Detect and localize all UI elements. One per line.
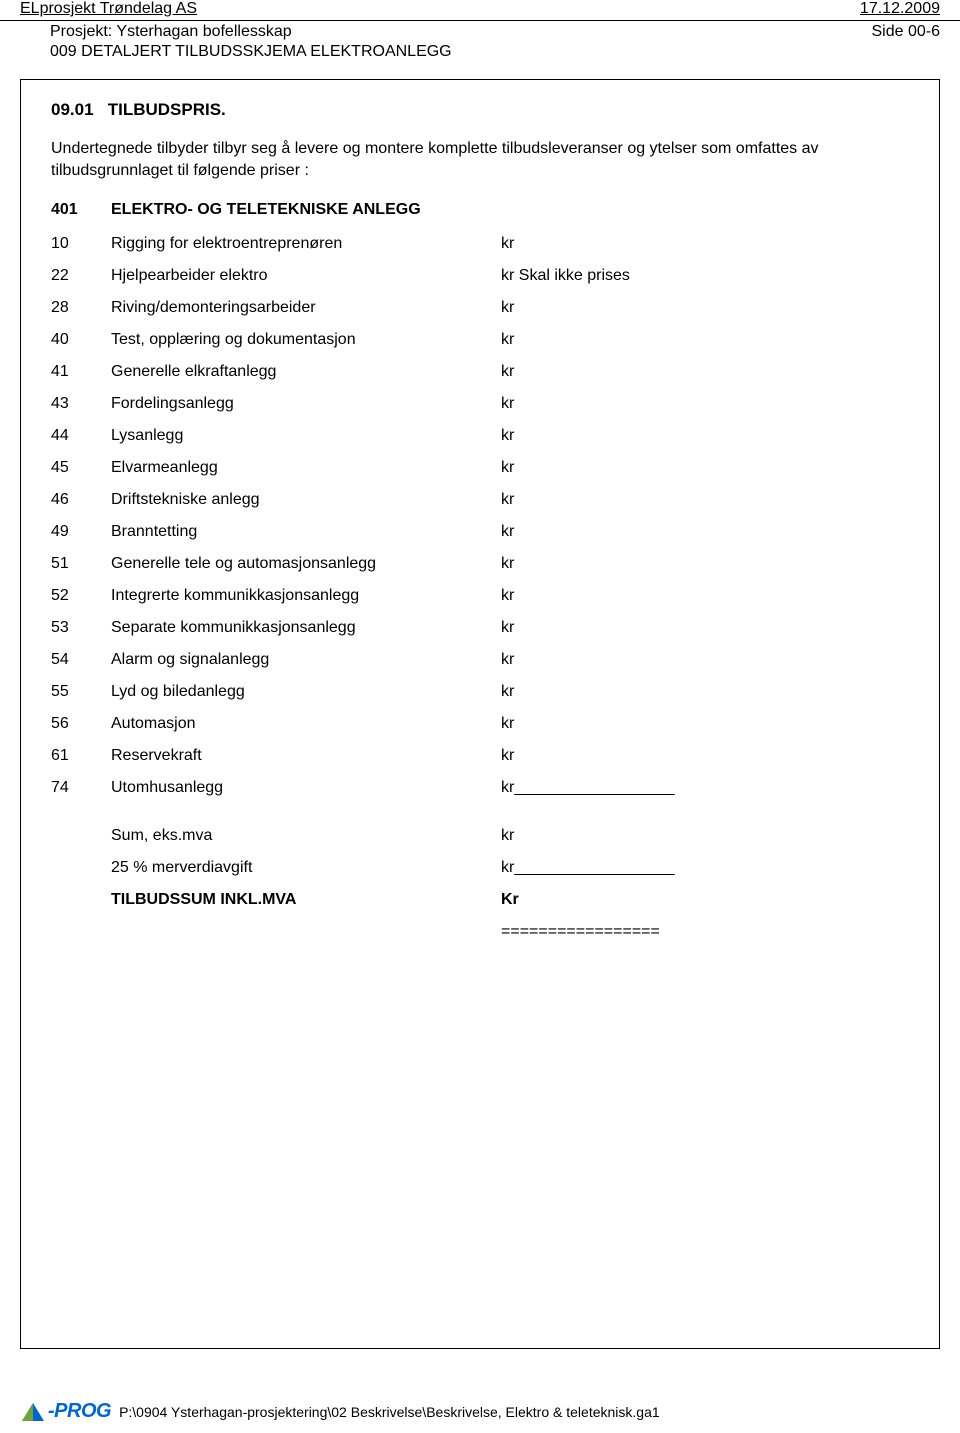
line-item-value: kr — [501, 427, 514, 445]
intro-paragraph: Undertegnede tilbyder tilbyr seg å lever… — [51, 138, 909, 183]
main-heading: 401 ELEKTRO- OG TELETEKNISKE ANLEGG — [51, 201, 909, 219]
line-item-desc: Automasjon — [111, 715, 501, 733]
line-item-desc: Alarm og signalanlegg — [111, 651, 501, 669]
line-item-num: 41 — [51, 363, 111, 381]
line-item-value: kr — [501, 683, 514, 701]
line-item-num: 43 — [51, 395, 111, 413]
footer: -PROG P:\0904 Ysterhagan-prosjektering\0… — [20, 1400, 940, 1423]
line-item-num: 10 — [51, 235, 111, 253]
line-item-value: kr — [501, 299, 514, 317]
line-item-desc: Rigging for elektroentreprenøren — [111, 235, 501, 253]
line-item-value: kr — [501, 491, 514, 509]
line-item-value: kr — [501, 331, 514, 349]
line-item-num: 54 — [51, 651, 111, 669]
line-item-desc: Hjelpearbeider elektro — [111, 267, 501, 285]
line-item-num: 44 — [51, 427, 111, 445]
line-item-desc: Branntetting — [111, 523, 501, 541]
line-item-value: kr — [501, 619, 514, 637]
logo-text: -PROG — [48, 1400, 111, 1423]
line-item-desc: Integrerte kommunikkasjonsanlegg — [111, 587, 501, 605]
project-line: Prosjekt: Ysterhagan bofellesskap — [50, 23, 292, 41]
summary-item: TILBUDSSUM INKL.MVAKr — [51, 891, 909, 909]
line-item-desc: Generelle elkraftanlegg — [111, 363, 501, 381]
line-item-value: kr — [501, 459, 514, 477]
section-title: 09.01 TILBUDSPRIS. — [51, 100, 909, 120]
logo: -PROG — [20, 1400, 111, 1423]
line-item-num: 49 — [51, 523, 111, 541]
line-item: 10Rigging for elektroentreprenørenkr — [51, 235, 909, 253]
line-item-value: kr — [501, 587, 514, 605]
line-item-num: 22 — [51, 267, 111, 285]
summary-value: kr — [501, 827, 514, 845]
summary-item: 25 % merverdiavgiftkr__________________ — [51, 859, 909, 877]
line-item-value: kr — [501, 523, 514, 541]
line-item-desc: Reservekraft — [111, 747, 501, 765]
line-item-num: 45 — [51, 459, 111, 477]
line-item-num: 28 — [51, 299, 111, 317]
equals-separator: ================= — [501, 923, 909, 941]
line-item: 55Lyd og biledanleggkr — [51, 683, 909, 701]
line-item-num: 40 — [51, 331, 111, 349]
line-item-value: kr — [501, 395, 514, 413]
line-item-desc: Riving/demonteringsarbeider — [111, 299, 501, 317]
document-date: 17.12.2009 — [860, 0, 940, 18]
line-item-value: kr — [501, 235, 514, 253]
line-item: 56Automasjonkr — [51, 715, 909, 733]
summary-desc: Sum, eks.mva — [111, 827, 501, 845]
company-name: ELprosjekt Trøndelag AS — [20, 0, 197, 18]
summary-desc: 25 % merverdiavgift — [111, 859, 501, 877]
summary-spacer — [51, 859, 111, 877]
summary-spacer — [51, 891, 111, 909]
line-item-value: kr — [501, 363, 514, 381]
line-item-value: kr — [501, 715, 514, 733]
line-item: 46Driftstekniske anleggkr — [51, 491, 909, 509]
line-item: 22Hjelpearbeider elektrokr Skal ikke pri… — [51, 267, 909, 285]
line-item-desc: Fordelingsanlegg — [111, 395, 501, 413]
line-item-value: kr — [501, 555, 514, 573]
line-item: 52Integrerte kommunikkasjonsanleggkr — [51, 587, 909, 605]
line-item-num: 52 — [51, 587, 111, 605]
line-item-desc: Lysanlegg — [111, 427, 501, 445]
line-item: 44Lysanleggkr — [51, 427, 909, 445]
line-item-num: 74 — [51, 779, 111, 797]
line-item-num: 51 — [51, 555, 111, 573]
line-item-num: 56 — [51, 715, 111, 733]
line-item-num: 46 — [51, 491, 111, 509]
line-item-value: kr — [501, 651, 514, 669]
summary-spacer — [51, 827, 111, 845]
line-item-num: 55 — [51, 683, 111, 701]
line-item-desc: Generelle tele og automasjonsanlegg — [111, 555, 501, 573]
line-item: 45Elvarmeanleggkr — [51, 459, 909, 477]
content-frame: 09.01 TILBUDSPRIS. Undertegnede tilbyder… — [20, 79, 940, 1349]
line-item-value: kr__________________ — [501, 779, 675, 797]
line-item-desc: Test, opplæring og dokumentasjon — [111, 331, 501, 349]
line-item-desc: Utomhusanlegg — [111, 779, 501, 797]
line-item: 53Separate kommunikkasjonsanleggkr — [51, 619, 909, 637]
line-item: 49Branntettingkr — [51, 523, 909, 541]
line-item: 54Alarm og signalanleggkr — [51, 651, 909, 669]
line-item-desc: Lyd og biledanlegg — [111, 683, 501, 701]
line-item: 28Riving/demonteringsarbeiderkr — [51, 299, 909, 317]
line-item: 43Fordelingsanleggkr — [51, 395, 909, 413]
line-item: 40Test, opplæring og dokumentasjonkr — [51, 331, 909, 349]
line-item-desc: Driftstekniske anlegg — [111, 491, 501, 509]
line-item: 61Reservekraftkr — [51, 747, 909, 765]
page-number: Side 00-6 — [872, 23, 941, 41]
line-item: 51Generelle tele og automasjonsanleggkr — [51, 555, 909, 573]
line-item-num: 53 — [51, 619, 111, 637]
footer-path: P:\0904 Ysterhagan-prosjektering\02 Besk… — [119, 1404, 660, 1420]
line-item: 41Generelle elkraftanleggkr — [51, 363, 909, 381]
logo-icon — [20, 1401, 46, 1423]
summary-value: Kr — [501, 891, 519, 909]
line-item-desc: Separate kommunikkasjonsanlegg — [111, 619, 501, 637]
line-item-value: kr Skal ikke prises — [501, 267, 630, 285]
line-item-num: 61 — [51, 747, 111, 765]
document-title: 009 DETALJERT TILBUDSSKJEMA ELEKTROANLEG… — [50, 43, 452, 60]
line-item-desc: Elvarmeanlegg — [111, 459, 501, 477]
summary-item: Sum, eks.mvakr — [51, 827, 909, 845]
line-item-value: kr — [501, 747, 514, 765]
summary-desc: TILBUDSSUM INKL.MVA — [111, 891, 501, 909]
summary-value: kr__________________ — [501, 859, 675, 877]
line-item: 74Utomhusanleggkr__________________ — [51, 779, 909, 797]
